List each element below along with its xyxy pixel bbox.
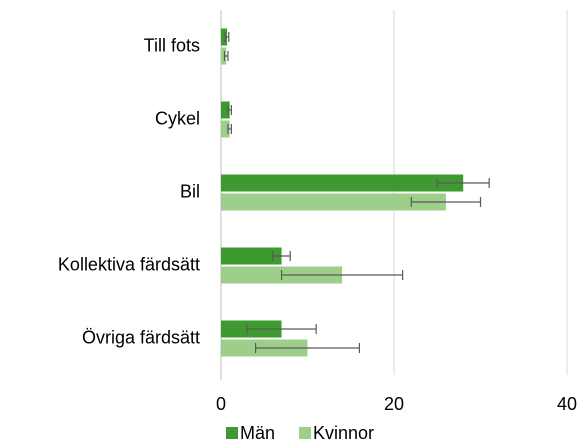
bar <box>221 47 227 65</box>
error-bar <box>255 343 360 353</box>
error-bar <box>436 178 490 188</box>
x-tick-label: 40 <box>557 394 577 414</box>
error-bar <box>223 51 229 61</box>
error-bar <box>410 197 482 207</box>
x-tick-label: 0 <box>216 394 226 414</box>
bar <box>221 120 230 138</box>
bar <box>221 174 464 192</box>
bar <box>221 193 446 211</box>
error-bar <box>224 32 230 42</box>
error-bar <box>272 251 291 261</box>
legend-label: Kvinnor <box>313 423 374 443</box>
y-tick-label: Till fots <box>144 35 200 55</box>
y-tick-label: Cykel <box>155 108 200 128</box>
legend-swatch <box>299 427 312 439</box>
bar <box>221 101 230 119</box>
y-tick-label: Kollektiva färdsätt <box>58 254 200 274</box>
bar <box>221 28 228 46</box>
y-tick-label: Övriga färdsätt <box>82 327 200 347</box>
x-tick-label: 20 <box>384 394 404 414</box>
y-tick-label: Bil <box>180 181 200 201</box>
error-bar <box>227 124 232 134</box>
error-bar <box>246 324 317 334</box>
legend-label: Män <box>240 423 275 443</box>
bar <box>221 247 282 265</box>
error-bar <box>280 270 404 280</box>
error-bar <box>227 105 232 115</box>
legend-swatch <box>226 427 238 439</box>
